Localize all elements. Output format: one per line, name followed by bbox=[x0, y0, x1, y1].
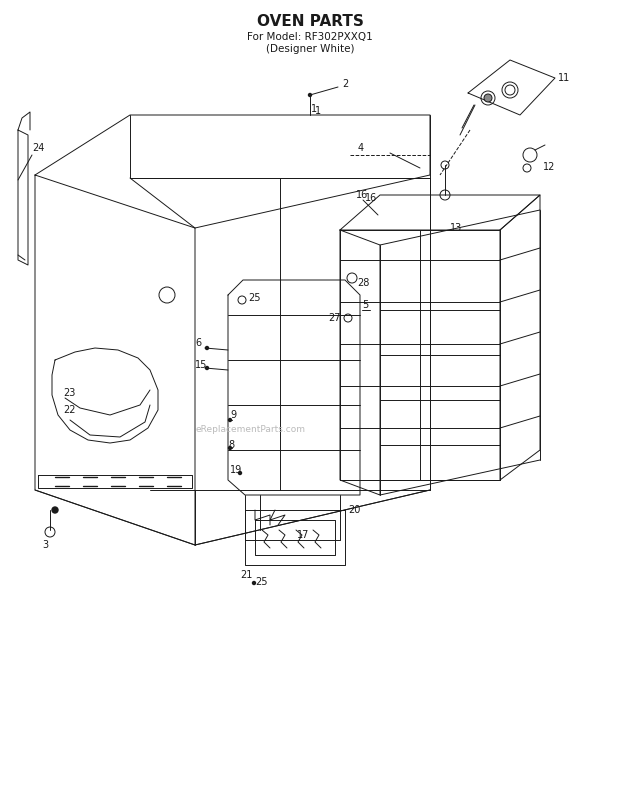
Text: OVEN PARTS: OVEN PARTS bbox=[257, 14, 363, 30]
Text: 16: 16 bbox=[356, 190, 368, 200]
Text: 9: 9 bbox=[230, 410, 236, 420]
Text: 25: 25 bbox=[255, 577, 267, 587]
Circle shape bbox=[52, 507, 58, 513]
Text: 13: 13 bbox=[450, 223, 463, 233]
Text: 11: 11 bbox=[558, 73, 570, 83]
Circle shape bbox=[309, 94, 311, 97]
Text: 22: 22 bbox=[63, 405, 76, 415]
Text: 12: 12 bbox=[543, 162, 556, 172]
Text: For Model: RF302PXXQ1: For Model: RF302PXXQ1 bbox=[247, 32, 373, 42]
Circle shape bbox=[239, 472, 242, 475]
Text: 27: 27 bbox=[328, 313, 340, 323]
Text: 28: 28 bbox=[357, 278, 370, 288]
Text: 23: 23 bbox=[63, 388, 76, 398]
Circle shape bbox=[229, 446, 231, 450]
Text: 3: 3 bbox=[42, 540, 48, 550]
Text: 8: 8 bbox=[228, 440, 234, 450]
Text: 6: 6 bbox=[195, 338, 201, 348]
Text: (Designer White): (Designer White) bbox=[266, 44, 354, 54]
Text: 20: 20 bbox=[348, 505, 360, 515]
Text: 25: 25 bbox=[248, 293, 260, 303]
Text: 5: 5 bbox=[362, 300, 368, 310]
Text: 2: 2 bbox=[342, 79, 348, 89]
Text: eReplacementParts.com: eReplacementParts.com bbox=[195, 425, 305, 435]
Text: 17: 17 bbox=[297, 530, 309, 540]
Circle shape bbox=[205, 366, 208, 369]
Text: 16: 16 bbox=[365, 193, 377, 203]
Text: 4: 4 bbox=[358, 143, 364, 153]
Circle shape bbox=[252, 582, 255, 585]
Text: 15: 15 bbox=[195, 360, 207, 370]
Circle shape bbox=[205, 347, 208, 350]
Text: 1: 1 bbox=[311, 104, 317, 114]
Text: 24: 24 bbox=[32, 143, 45, 153]
Text: 1: 1 bbox=[315, 106, 321, 116]
Text: 19: 19 bbox=[230, 465, 242, 475]
Circle shape bbox=[484, 94, 492, 102]
Circle shape bbox=[229, 418, 231, 421]
Text: 21: 21 bbox=[240, 570, 252, 580]
